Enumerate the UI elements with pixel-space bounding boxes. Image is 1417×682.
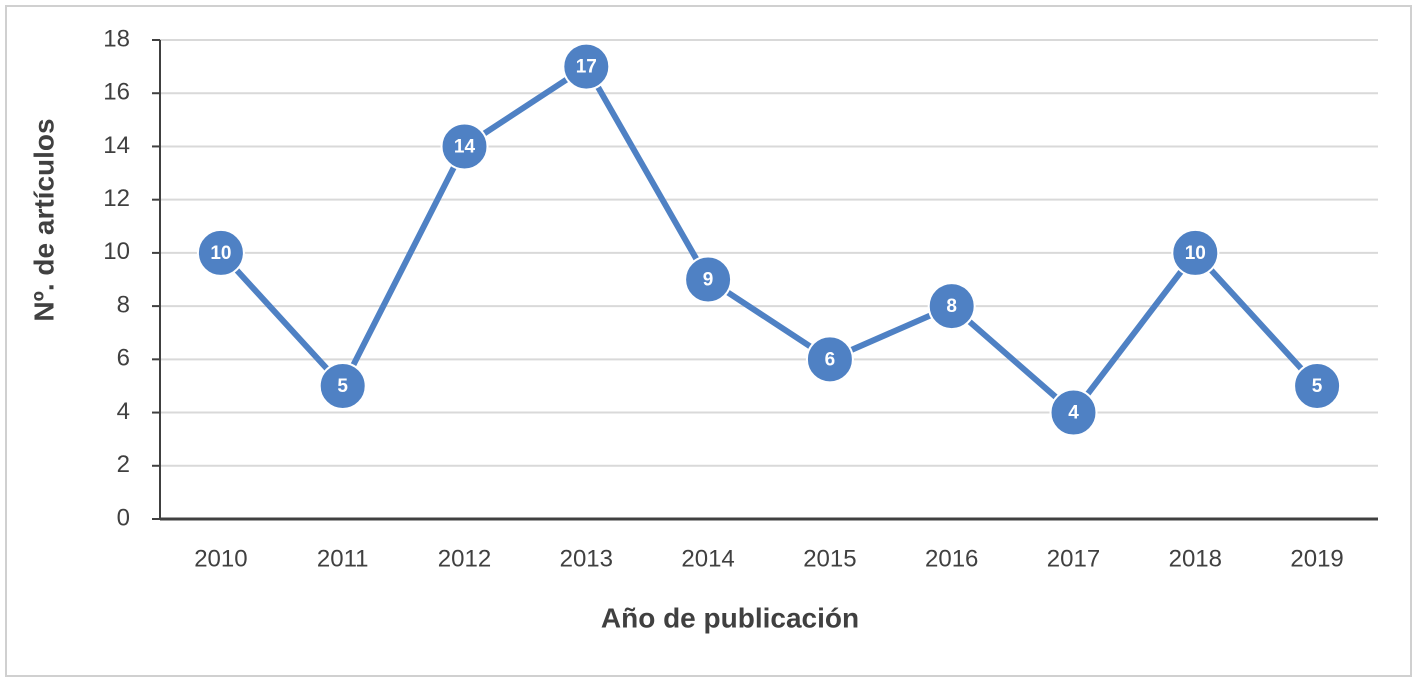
marker [318,361,367,410]
data-label: 8 [946,296,957,317]
marker [440,122,489,171]
marker [1171,228,1220,277]
marker [805,335,854,384]
marker [684,255,733,304]
chart-frame [5,5,1412,677]
series-line [218,63,1320,416]
x-tick-label: 2011 [317,545,369,572]
x-tick-label: 2018 [1169,545,1222,572]
data-label: 6 [825,349,836,370]
y-tick-label: 10 [103,238,130,265]
y-tick-label: 6 [117,345,130,372]
marker [1049,388,1098,437]
data-label: 14 [454,136,476,157]
data-label: 10 [210,243,231,264]
x-tick-label: 2012 [438,545,491,572]
marker [927,282,976,331]
marker [562,42,611,91]
x-tick-label: 2016 [925,545,978,572]
data-label: 17 [576,57,597,78]
data-label: 9 [703,270,714,291]
x-tick-label: 2014 [681,545,734,572]
x-tick-label: 2019 [1290,545,1343,572]
x-tick-label: 2010 [194,545,247,572]
marker [1293,361,1342,410]
y-tick-label: 2 [117,451,130,478]
data-label: 5 [337,376,348,397]
y-tick-label: 18 [103,25,130,52]
y-tick-label: 8 [117,291,130,318]
marker [196,228,245,277]
y-tick-label: 4 [117,398,130,425]
y-tick-label: 0 [117,504,130,531]
x-tick-label: 2017 [1047,545,1100,572]
y-tick-label: 16 [103,79,130,106]
x-tick-label: 2015 [803,545,856,572]
y-tick-label: 12 [103,185,130,212]
data-label: 5 [1312,376,1323,397]
y-axis-title: Nº. de artículos [28,118,59,321]
data-label: 10 [1185,243,1206,264]
y-tick-label: 14 [103,132,130,159]
x-axis-title: Año de publicación [601,602,859,633]
x-tick-label: 2013 [560,545,613,572]
data-label: 4 [1068,403,1079,424]
